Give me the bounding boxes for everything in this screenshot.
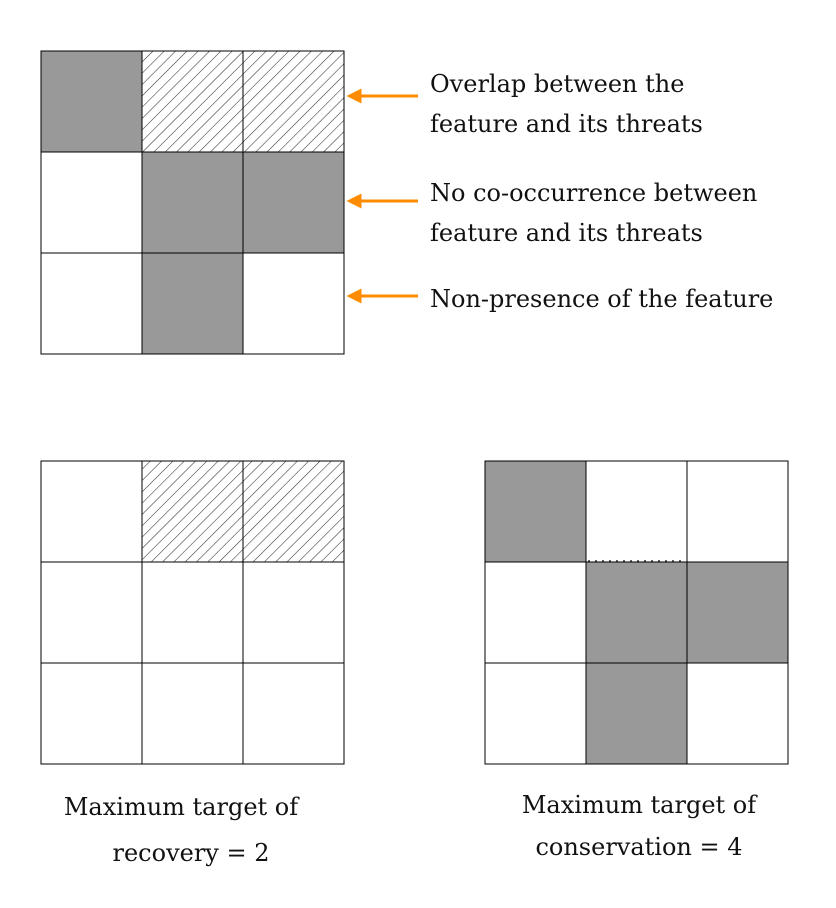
top-cell-feature-r1c2 xyxy=(242,151,345,254)
top-cell-empty-r1c0 xyxy=(40,151,143,254)
recovery-cell-threat-r0c2 xyxy=(242,460,345,563)
conservation-cell-empty-r2c2 xyxy=(686,662,789,765)
annotation-non-presence-line1: Non-presence of the feature xyxy=(430,285,774,313)
caption-conservation: Maximum target of conservation = 4 xyxy=(499,782,779,870)
top-cell-feature-r0c0 xyxy=(40,50,143,153)
top-cell-empty-r2c2 xyxy=(242,252,345,355)
top-cell-feature-r1c1 xyxy=(141,151,244,254)
grid-recovery xyxy=(40,460,345,765)
recovery-cell-empty-r2c0 xyxy=(40,662,143,765)
recovery-cell-empty-r1c2 xyxy=(242,561,345,664)
conservation-cell-feature-r2c1 xyxy=(585,662,688,765)
conservation-cell-empty-r2c0 xyxy=(484,662,587,765)
caption-conservation-line2: conservation = 4 xyxy=(535,833,743,861)
recovery-cell-empty-r2c1 xyxy=(141,662,244,765)
top-cell-feature-r2c1 xyxy=(141,252,244,355)
caption-recovery-line1: Maximum target of xyxy=(63,793,299,821)
conservation-cell-feature-r1c2 xyxy=(686,561,789,664)
annotation-overlap: Overlap between the feature and its thre… xyxy=(430,64,703,144)
conservation-cell-feature-r1c1 xyxy=(585,561,688,664)
annotation-no-cooccurrence-line1: No co-occurrence between xyxy=(430,179,758,207)
recovery-cell-empty-r0c0 xyxy=(40,460,143,563)
conservation-cell-empty-r0c2 xyxy=(686,460,789,563)
top-cell-threat-r0c2 xyxy=(242,50,345,153)
recovery-cell-threat-r0c1 xyxy=(141,460,244,563)
conservation-cell-empty-r1c0 xyxy=(484,561,587,664)
caption-conservation-line1: Maximum target of xyxy=(521,791,757,819)
annotation-no-cooccurrence-line2: feature and its threats xyxy=(430,219,703,247)
top-cell-empty-r2c0 xyxy=(40,252,143,355)
annotation-non-presence: Non-presence of the feature xyxy=(430,279,773,319)
caption-recovery: Maximum target of recovery = 2 xyxy=(41,784,321,876)
annotation-overlap-line2: feature and its threats xyxy=(430,110,703,138)
annotation-no-cooccurrence: No co-occurrence between feature and its… xyxy=(430,173,757,253)
grid-conservation xyxy=(484,460,789,765)
recovery-cell-empty-r1c0 xyxy=(40,561,143,664)
recovery-cell-empty-r2c2 xyxy=(242,662,345,765)
top-cell-threat-r0c1 xyxy=(141,50,244,153)
conservation-cell-feature-r0c0 xyxy=(484,460,587,563)
grid-top xyxy=(40,50,345,355)
annotation-overlap-line1: Overlap between the xyxy=(430,70,685,98)
conservation-cell-empty-r0c1 xyxy=(585,460,688,563)
caption-recovery-line2: recovery = 2 xyxy=(112,839,270,867)
recovery-cell-empty-r1c1 xyxy=(141,561,244,664)
